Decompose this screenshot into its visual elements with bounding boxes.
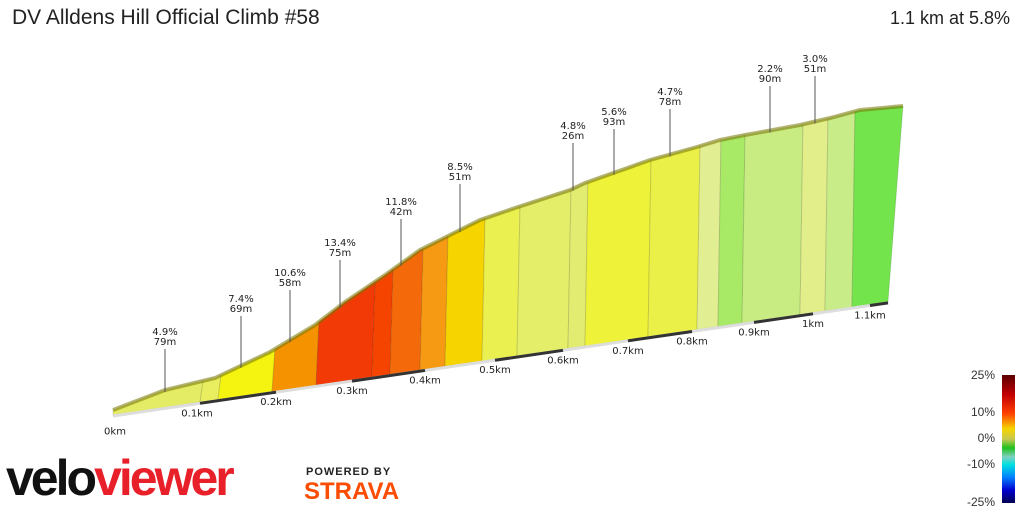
annotation-length: 69m bbox=[230, 304, 252, 315]
grade-segment bbox=[851, 105, 904, 308]
annotation-length: 79m bbox=[154, 337, 176, 348]
annotation-length: 93m bbox=[603, 117, 625, 128]
x-tick-label: 0.4km bbox=[409, 375, 440, 386]
legend-label: -10% bbox=[967, 457, 995, 471]
annotation-grade: 13.4% bbox=[324, 238, 356, 249]
veloviewer-logo: veloviewer bbox=[6, 450, 235, 506]
x-tick-label: 0.7km bbox=[612, 346, 643, 357]
grade-segment bbox=[315, 280, 376, 386]
annotation-length: 51m bbox=[804, 64, 826, 75]
legend-label: 25% bbox=[971, 368, 995, 382]
x-tick-label: 1.1km bbox=[854, 310, 885, 321]
legend-label: 0% bbox=[978, 431, 996, 445]
x-tick-label: 0.1km bbox=[181, 409, 212, 420]
grade-segment bbox=[584, 159, 652, 347]
grade-segment bbox=[824, 110, 856, 312]
grade-segment bbox=[647, 145, 701, 338]
annotation-grade: 5.6% bbox=[601, 107, 626, 118]
annotation-length: 75m bbox=[329, 248, 351, 259]
baseline-dark-band bbox=[494, 348, 564, 362]
annotation-grade: 3.0% bbox=[802, 54, 827, 65]
annotation-length: 42m bbox=[390, 207, 412, 218]
annotation-grade: 4.8% bbox=[560, 121, 585, 132]
baseline-dark-band bbox=[869, 301, 889, 307]
grade-segment bbox=[481, 205, 521, 362]
annotation-length: 26m bbox=[562, 131, 584, 142]
grade-segment bbox=[516, 188, 572, 357]
x-tick-label: 0km bbox=[104, 427, 126, 438]
legend-label: 10% bbox=[971, 405, 995, 419]
annotation-grade: 7.4% bbox=[228, 294, 253, 305]
grade-legend-bar bbox=[1002, 375, 1015, 503]
grade-segment bbox=[696, 139, 722, 331]
baseline-dark-band bbox=[351, 368, 426, 383]
annotation-length: 78m bbox=[659, 97, 681, 108]
climb-title: DV Alldens Hill Official Climb #58 bbox=[12, 6, 320, 29]
annotation-grade: 4.7% bbox=[657, 87, 682, 98]
x-tick-label: 0.5km bbox=[479, 365, 510, 376]
annotation-grade: 10.6% bbox=[274, 268, 306, 279]
logo-velo: velo bbox=[6, 450, 97, 506]
grade-segment bbox=[741, 123, 804, 324]
annotation-grade: 8.5% bbox=[447, 162, 472, 173]
legend-label: -25% bbox=[967, 495, 995, 509]
powered-by-label: POWERED BY bbox=[306, 466, 392, 478]
x-tick-label: 0.9km bbox=[738, 327, 769, 338]
x-tick-label: 0.2km bbox=[260, 397, 291, 408]
climb-summary: 1.1 km at 5.8% bbox=[889, 8, 1010, 28]
annotation-length: 58m bbox=[279, 278, 301, 289]
baseline-dark-band bbox=[627, 329, 693, 343]
annotation-length: 90m bbox=[759, 74, 781, 85]
annotation-length: 51m bbox=[449, 172, 471, 183]
profile-top-edge bbox=[112, 104, 904, 412]
grade-segment bbox=[419, 235, 449, 371]
grade-segment bbox=[371, 268, 394, 378]
annotation-grade: 11.8% bbox=[385, 197, 417, 208]
x-tick-label: 1km bbox=[802, 319, 824, 330]
x-tick-label: 0.8km bbox=[676, 336, 707, 347]
grade-segment bbox=[717, 134, 746, 328]
grade-segment bbox=[799, 117, 829, 316]
x-tick-label: 0.6km bbox=[547, 355, 578, 366]
grade-segment bbox=[444, 217, 486, 368]
grade-segment bbox=[271, 320, 320, 393]
logo-viewer: viewer bbox=[94, 450, 235, 506]
x-tick-label: 0.3km bbox=[336, 386, 367, 397]
baseline-dark-band bbox=[753, 312, 814, 324]
annotation-grade: 2.2% bbox=[757, 64, 782, 75]
annotation-grade: 4.9% bbox=[152, 327, 177, 338]
baseline-dark-band bbox=[199, 390, 277, 405]
strava-logo: STRAVA bbox=[304, 478, 400, 505]
